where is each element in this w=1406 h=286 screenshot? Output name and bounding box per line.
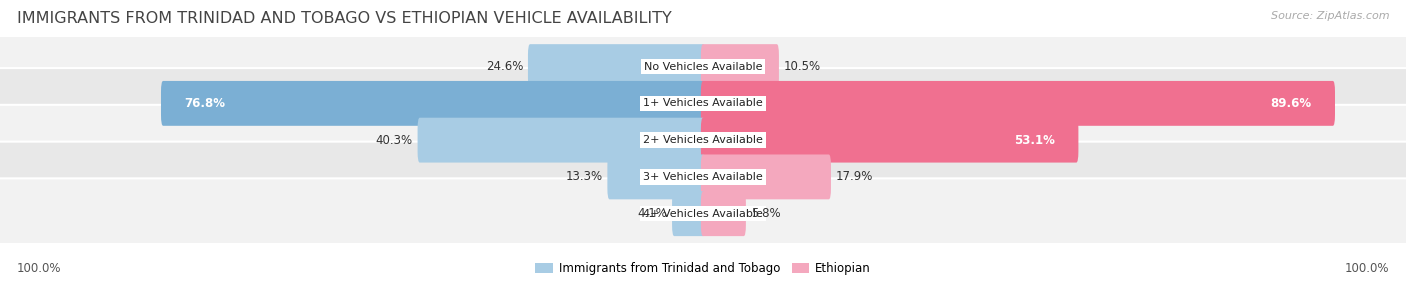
Text: 40.3%: 40.3% xyxy=(375,134,413,147)
FancyBboxPatch shape xyxy=(700,118,1078,162)
FancyBboxPatch shape xyxy=(607,154,706,199)
FancyBboxPatch shape xyxy=(0,31,1406,102)
FancyBboxPatch shape xyxy=(700,81,1334,126)
FancyBboxPatch shape xyxy=(672,191,706,236)
Text: 4.1%: 4.1% xyxy=(637,207,668,220)
Text: No Vehicles Available: No Vehicles Available xyxy=(644,61,762,72)
FancyBboxPatch shape xyxy=(418,118,706,162)
Text: 100.0%: 100.0% xyxy=(17,262,62,275)
Text: 53.1%: 53.1% xyxy=(1014,134,1054,147)
Legend: Immigrants from Trinidad and Tobago, Ethiopian: Immigrants from Trinidad and Tobago, Eth… xyxy=(530,258,876,280)
Text: IMMIGRANTS FROM TRINIDAD AND TOBAGO VS ETHIOPIAN VEHICLE AVAILABILITY: IMMIGRANTS FROM TRINIDAD AND TOBAGO VS E… xyxy=(17,11,672,26)
FancyBboxPatch shape xyxy=(160,81,704,126)
FancyBboxPatch shape xyxy=(700,154,831,199)
Text: Source: ZipAtlas.com: Source: ZipAtlas.com xyxy=(1271,11,1389,21)
FancyBboxPatch shape xyxy=(0,178,1406,249)
Text: 4+ Vehicles Available: 4+ Vehicles Available xyxy=(643,209,763,219)
FancyBboxPatch shape xyxy=(0,68,1406,139)
Text: 1+ Vehicles Available: 1+ Vehicles Available xyxy=(643,98,763,108)
Text: 5.8%: 5.8% xyxy=(751,207,780,220)
Text: 76.8%: 76.8% xyxy=(184,97,225,110)
FancyBboxPatch shape xyxy=(0,105,1406,175)
FancyBboxPatch shape xyxy=(0,142,1406,212)
Text: 13.3%: 13.3% xyxy=(565,170,603,183)
Text: 2+ Vehicles Available: 2+ Vehicles Available xyxy=(643,135,763,145)
Text: 3+ Vehicles Available: 3+ Vehicles Available xyxy=(643,172,763,182)
Text: 100.0%: 100.0% xyxy=(1344,262,1389,275)
Text: 24.6%: 24.6% xyxy=(485,60,523,73)
FancyBboxPatch shape xyxy=(700,44,779,89)
Text: 89.6%: 89.6% xyxy=(1271,97,1312,110)
FancyBboxPatch shape xyxy=(529,44,706,89)
FancyBboxPatch shape xyxy=(700,191,747,236)
Text: 17.9%: 17.9% xyxy=(835,170,873,183)
Text: 10.5%: 10.5% xyxy=(785,60,821,73)
